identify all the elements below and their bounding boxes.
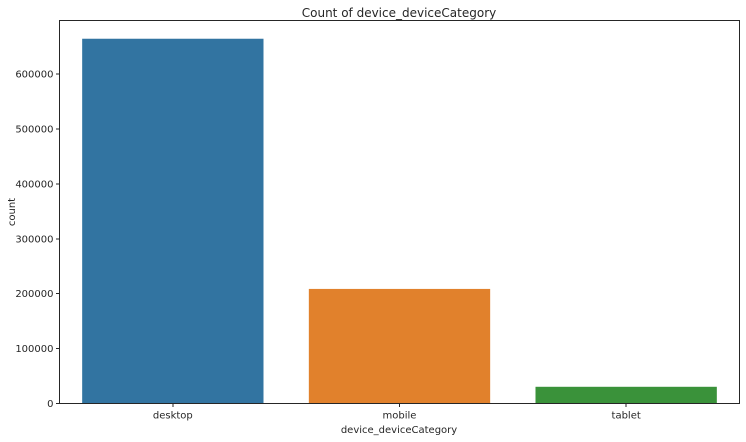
x-axis-label: device_deviceCategory: [341, 425, 457, 436]
y-tick-label: 600000: [15, 70, 53, 81]
x-tick-label: desktop: [153, 411, 193, 422]
y-tick-label: 0: [47, 399, 53, 410]
x-axis-ticks: desktop mobile tablet: [153, 403, 641, 422]
y-tick-label: 200000: [15, 289, 53, 300]
bars-group: [82, 38, 717, 404]
x-tick-label: tablet: [612, 411, 641, 422]
x-tick-label: mobile: [383, 411, 417, 422]
y-tick-label: 400000: [15, 179, 53, 190]
axes-spines: [59, 20, 740, 404]
y-axis-ticks: 0 100000 200000 300000 400000 500000 600000: [15, 70, 60, 410]
bar-tablet: [535, 386, 717, 404]
bar-mobile: [308, 288, 491, 404]
y-tick-label: 100000: [15, 344, 53, 355]
bar-desktop: [82, 38, 264, 404]
chart-title: Count of device_deviceCategory: [302, 6, 496, 20]
y-tick-label: 500000: [15, 125, 53, 136]
y-tick-label: 300000: [15, 234, 53, 245]
y-axis-label: count: [7, 198, 18, 226]
